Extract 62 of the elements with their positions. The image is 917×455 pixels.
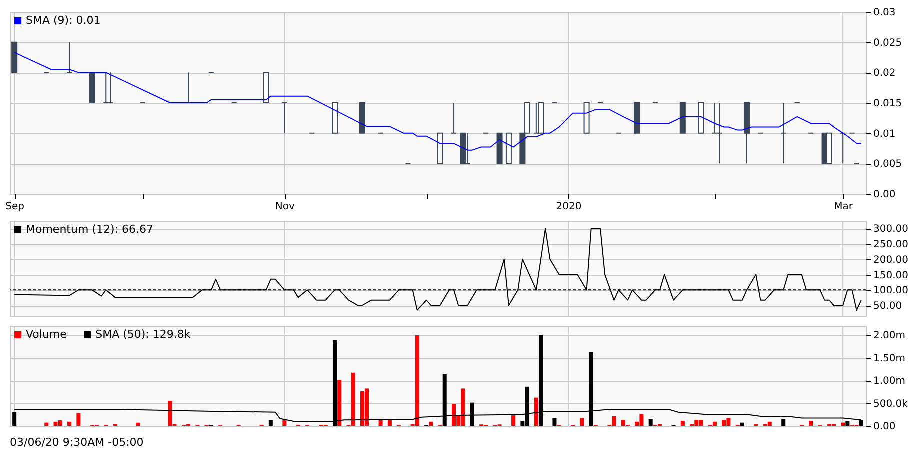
bar <box>580 418 584 426</box>
y-tick-label: 1.00m <box>874 376 906 388</box>
y-tick-label: 250.00 <box>874 240 908 251</box>
bar <box>768 422 772 426</box>
y-tick-label: 50.00 <box>874 301 902 312</box>
bar <box>415 336 420 426</box>
bar <box>782 419 786 426</box>
bar <box>712 422 717 426</box>
text: 03/06/20 9:30AM -05:00 <box>10 436 144 449</box>
x-tick-label: Mar <box>834 202 854 212</box>
legend-label: Momentum (12): 66.67 <box>26 223 154 236</box>
bar <box>740 422 744 426</box>
y-tick-label: 2.00m <box>874 330 906 342</box>
y-tick-label: 0.015 <box>874 98 902 110</box>
bar <box>268 420 273 426</box>
y-tick-label: 300.00 <box>874 224 908 236</box>
y-tick-label: 1.50m <box>874 353 906 364</box>
candlestick <box>282 102 288 134</box>
y-tick-label: 0.00 <box>874 190 896 200</box>
legend-label: Volume <box>26 328 68 341</box>
bar <box>68 422 72 426</box>
bar <box>680 421 685 426</box>
x-tick-label: Nov <box>275 202 295 212</box>
legend-label: SMA (50): 129.8k <box>96 328 192 341</box>
bar <box>429 422 434 426</box>
bar <box>44 422 49 426</box>
legend-label: SMA (9): 0.01 <box>26 14 101 27</box>
bar <box>76 413 81 426</box>
candlestick <box>451 102 458 134</box>
candlestick <box>66 42 73 74</box>
y-tick-label: 200.00 <box>874 254 908 266</box>
bar <box>12 412 17 426</box>
bar <box>58 420 62 426</box>
bar <box>534 398 538 426</box>
x-tick-label: Sep <box>6 202 25 212</box>
candlestick <box>108 72 114 104</box>
bar <box>809 421 814 426</box>
y-tick-label: 100.00 <box>874 286 908 297</box>
y-tick-label: 0.01 <box>874 128 896 140</box>
y-tick-label: 150.00 <box>874 270 908 282</box>
bar <box>552 418 557 426</box>
y-tick-label: 0.02 <box>874 68 896 80</box>
y-tick-label: 0.005 <box>874 159 902 170</box>
bar <box>722 420 726 426</box>
bar <box>452 404 456 426</box>
y-tick-label: 0.03 <box>874 8 896 18</box>
y-tick-label: 0.025 <box>874 38 902 49</box>
x-tick-label: 2020 <box>556 202 582 212</box>
bar <box>282 420 287 426</box>
bar <box>338 380 342 426</box>
line-series <box>14 52 862 151</box>
candlestick <box>103 72 110 104</box>
y-tick-label: 0.00 <box>874 422 896 432</box>
y-tick-label: 500.0k <box>874 398 908 410</box>
bar <box>136 422 140 426</box>
candlestick <box>780 102 787 164</box>
candlestick <box>716 102 723 164</box>
bar <box>512 416 516 426</box>
bar <box>841 422 846 426</box>
bar <box>648 419 653 426</box>
candlestick <box>712 102 718 134</box>
candlestick <box>840 132 846 164</box>
